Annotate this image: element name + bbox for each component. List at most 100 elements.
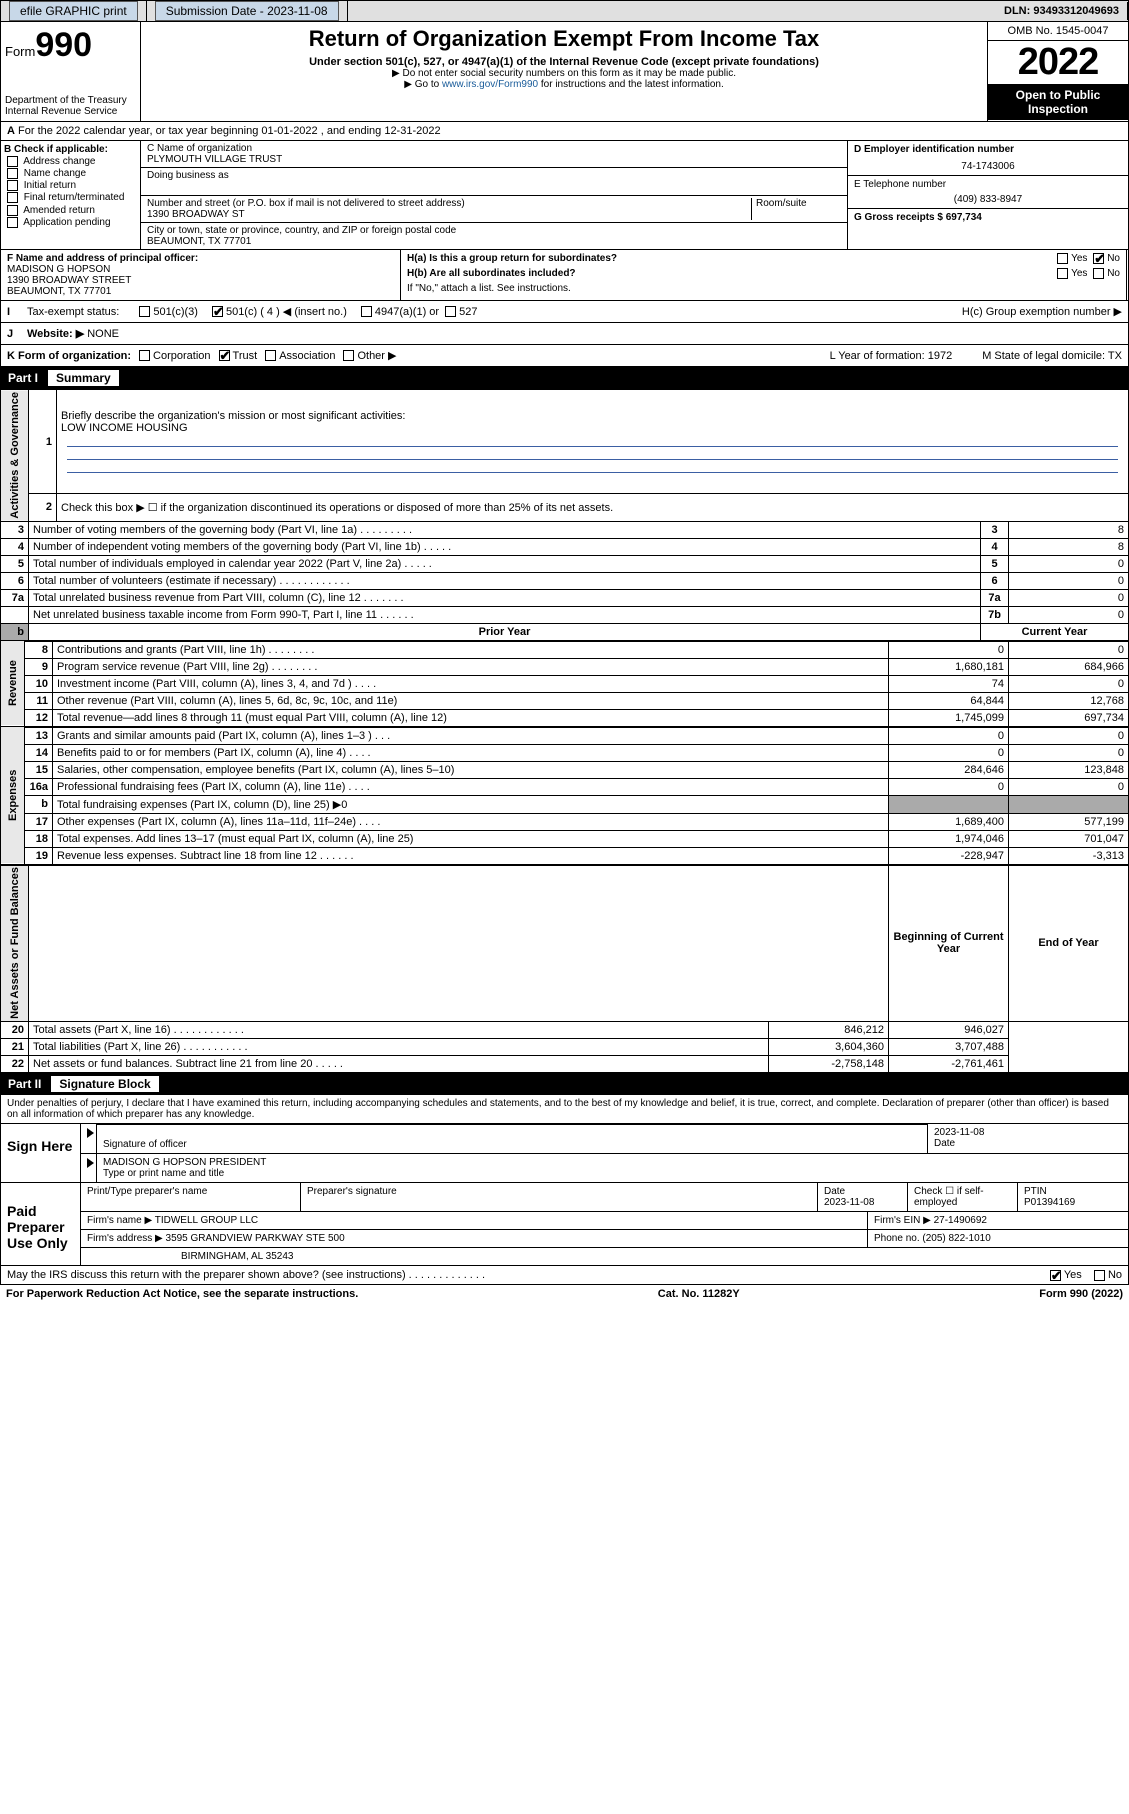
hb-no-checkbox[interactable] bbox=[1093, 268, 1104, 279]
sign-here-label: Sign Here bbox=[1, 1124, 81, 1182]
efile-print-button[interactable]: efile GRAPHIC print bbox=[9, 1, 138, 21]
ptin: P01394169 bbox=[1024, 1197, 1075, 1208]
form-number: Form990 bbox=[5, 26, 136, 65]
netassets-table: Net Assets or Fund BalancesBeginning of … bbox=[0, 865, 1129, 1074]
firm-address: Firm's address ▶ 3595 GRANDVIEW PARKWAY … bbox=[81, 1230, 868, 1247]
addr-label: Number and street (or P.O. box if mail i… bbox=[147, 198, 465, 209]
part-i-header: Part ISummary bbox=[0, 367, 1129, 389]
check-item: Name change bbox=[4, 168, 137, 179]
form-subtitle-3: ▶ Go to www.irs.gov/Form990 for instruct… bbox=[149, 79, 979, 90]
phone-label: E Telephone number bbox=[854, 179, 946, 190]
checkbox[interactable] bbox=[7, 156, 18, 167]
omb-number: OMB No. 1545-0047 bbox=[988, 22, 1128, 41]
part-ii-header: Part IISignature Block bbox=[0, 1073, 1129, 1095]
form-ref: Form 990 (2022) bbox=[1039, 1288, 1123, 1300]
firm-name: Firm's name ▶ TIDWELL GROUP LLC bbox=[81, 1212, 868, 1229]
ein-label: D Employer identification number bbox=[854, 144, 1014, 155]
tax-exempt-row: ITax-exempt status: 501(c)(3) 501(c) ( 4… bbox=[0, 301, 1129, 323]
website-value: NONE bbox=[87, 328, 119, 340]
form-of-org-row: K Form of organization: Corporation Trus… bbox=[0, 345, 1129, 367]
dba-label: Doing business as bbox=[147, 170, 229, 181]
sig-date: 2023-11-08 bbox=[934, 1127, 984, 1138]
prep-date: 2023-11-08 bbox=[824, 1197, 874, 1208]
mayirs-yes-checkbox[interactable] bbox=[1050, 1270, 1061, 1281]
checkbox[interactable] bbox=[7, 192, 18, 203]
cat-no: Cat. No. 11282Y bbox=[658, 1288, 740, 1300]
revenue-table: Revenue8Contributions and grants (Part V… bbox=[0, 641, 1129, 727]
check-item: Amended return bbox=[4, 205, 137, 216]
side-label: Expenses bbox=[1, 727, 25, 864]
mission-text: LOW INCOME HOUSING bbox=[61, 422, 188, 434]
sig-name: MADISON G HOPSON PRESIDENT bbox=[103, 1157, 266, 1168]
501c3-checkbox[interactable] bbox=[139, 306, 150, 317]
website-label: Website: ▶ bbox=[27, 327, 84, 340]
state-domicile: M State of legal domicile: TX bbox=[982, 350, 1122, 362]
city-label: City or town, state or province, country… bbox=[147, 225, 456, 236]
corp-checkbox[interactable] bbox=[139, 350, 150, 361]
check-item: Address change bbox=[4, 156, 137, 167]
checkbox[interactable] bbox=[7, 168, 18, 179]
ha-label: H(a) Is this a group return for subordin… bbox=[407, 253, 617, 264]
officer-label: F Name and address of principal officer: bbox=[7, 253, 198, 264]
q2-label: Check this box ▶ ☐ if the organization d… bbox=[57, 494, 1129, 522]
paperwork-notice: For Paperwork Reduction Act Notice, see … bbox=[6, 1288, 358, 1300]
website-row: JWebsite: ▶ NONE bbox=[0, 323, 1129, 345]
form-title: Return of Organization Exempt From Incom… bbox=[149, 26, 979, 52]
officer-name: MADISON G HOPSON bbox=[7, 264, 110, 275]
org-city: BEAUMONT, TX 77701 bbox=[147, 236, 251, 247]
top-toolbar: efile GRAPHIC print Submission Date - 20… bbox=[0, 0, 1129, 22]
korg-label: K Form of organization: bbox=[7, 350, 131, 362]
form-subtitle-2: ▶ Do not enter social security numbers o… bbox=[149, 68, 979, 79]
officer-addr2: BEAUMONT, TX 77701 bbox=[7, 286, 111, 297]
year-formation: L Year of formation: 1972 bbox=[830, 350, 953, 362]
firm-city: BIRMINGHAM, AL 35243 bbox=[81, 1248, 1128, 1265]
open-inspection-badge: Open to Public Inspection bbox=[988, 84, 1128, 120]
501c-checkbox[interactable] bbox=[212, 306, 223, 317]
527-checkbox[interactable] bbox=[445, 306, 456, 317]
check-item: Application pending bbox=[4, 217, 137, 228]
side-label: Revenue bbox=[1, 641, 25, 726]
col-b-header: B Check if applicable: bbox=[4, 144, 108, 155]
dln-label: DLN: 93493312049693 bbox=[996, 2, 1128, 20]
hb-yes-checkbox[interactable] bbox=[1057, 268, 1068, 279]
footer: For Paperwork Reduction Act Notice, see … bbox=[0, 1285, 1129, 1303]
trust-checkbox[interactable] bbox=[219, 350, 230, 361]
check-item: Final return/terminated bbox=[4, 192, 137, 203]
officer-group-row: F Name and address of principal officer:… bbox=[0, 250, 1129, 301]
hb-note: If "No," attach a list. See instructions… bbox=[407, 283, 1120, 294]
gross-receipts: G Gross receipts $ 697,734 bbox=[854, 212, 982, 223]
checkbox[interactable] bbox=[7, 180, 18, 191]
form-subtitle-1: Under section 501(c), 527, or 4947(a)(1)… bbox=[149, 56, 979, 68]
checkbox[interactable] bbox=[7, 205, 18, 216]
prep-name-label: Print/Type preparer's name bbox=[81, 1183, 301, 1211]
irs-link[interactable]: www.irs.gov/Form990 bbox=[442, 79, 538, 90]
form-header: Form990 Department of the Treasury Inter… bbox=[0, 22, 1129, 122]
mayirs-no-checkbox[interactable] bbox=[1094, 1270, 1105, 1281]
assoc-checkbox[interactable] bbox=[265, 350, 276, 361]
ha-no-checkbox[interactable] bbox=[1093, 253, 1104, 264]
dept-label: Department of the Treasury bbox=[5, 95, 136, 106]
org-name-label: C Name of organization bbox=[147, 143, 252, 154]
4947-checkbox[interactable] bbox=[361, 306, 372, 317]
tax-year: 2022 bbox=[988, 41, 1128, 84]
phone-value: (409) 833-8947 bbox=[854, 194, 1122, 205]
paid-preparer-block: Paid Preparer Use Only Print/Type prepar… bbox=[0, 1183, 1129, 1266]
sig-date-label: Date bbox=[934, 1138, 955, 1149]
firm-phone: Phone no. (205) 822-1010 bbox=[868, 1230, 1128, 1247]
tax-year-range: A For the 2022 calendar year, or tax yea… bbox=[0, 122, 1129, 141]
sig-name-label: Type or print name and title bbox=[103, 1168, 224, 1179]
expense-table: Expenses13Grants and similar amounts pai… bbox=[0, 727, 1129, 865]
mayirs-question: May the IRS discuss this return with the… bbox=[7, 1269, 485, 1281]
check-item: Initial return bbox=[4, 180, 137, 191]
hb-label: H(b) Are all subordinates included? bbox=[407, 268, 576, 279]
summary-table: Activities & Governance 1 Briefly descri… bbox=[0, 389, 1129, 641]
ha-yes-checkbox[interactable] bbox=[1057, 253, 1068, 264]
tax-exempt-label: Tax-exempt status: bbox=[27, 306, 119, 318]
checkbox[interactable] bbox=[7, 217, 18, 228]
officer-addr1: 1390 BROADWAY STREET bbox=[7, 275, 131, 286]
sign-here-block: Sign Here Signature of officer 2023-11-0… bbox=[0, 1124, 1129, 1183]
hc-label: H(c) Group exemption number ▶ bbox=[962, 305, 1122, 318]
self-employed-check: Check ☐ if self-employed bbox=[908, 1183, 1018, 1211]
other-checkbox[interactable] bbox=[343, 350, 354, 361]
submission-date-button[interactable]: Submission Date - 2023-11-08 bbox=[155, 1, 339, 21]
